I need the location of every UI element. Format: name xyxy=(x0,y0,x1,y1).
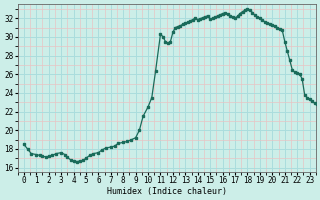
X-axis label: Humidex (Indice chaleur): Humidex (Indice chaleur) xyxy=(107,187,227,196)
